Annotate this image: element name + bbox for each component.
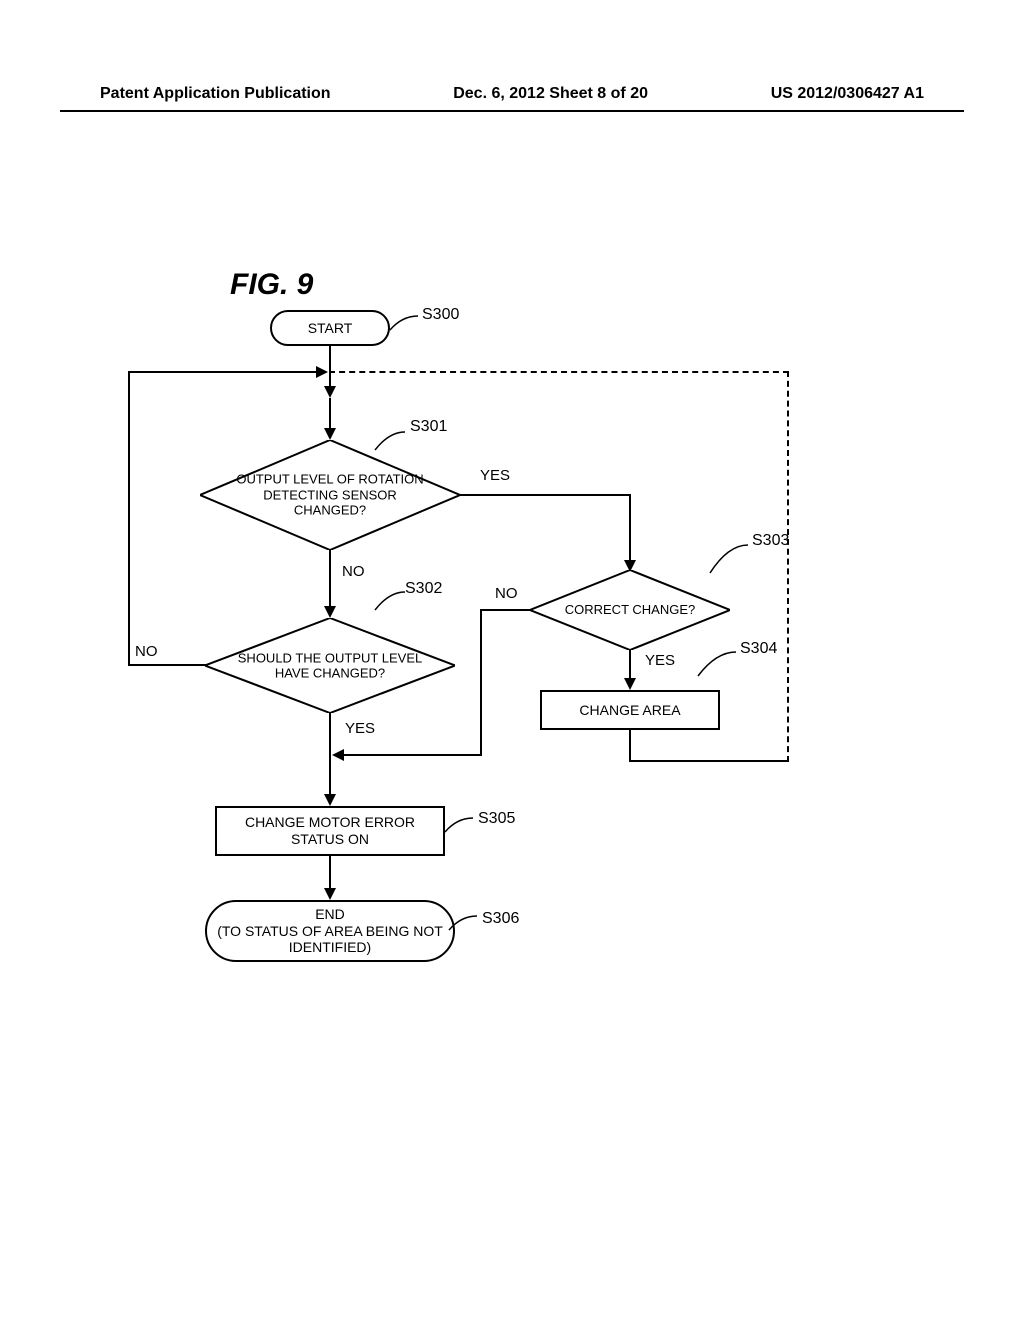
process-error-status: CHANGE MOTOR ERROR STATUS ON — [215, 806, 445, 856]
d2-yes-arrowhead — [324, 794, 336, 806]
p1-text: CHANGE AREA — [579, 702, 680, 719]
d3-no-arrowhead — [332, 749, 344, 761]
decision-output-changed: OUTPUT LEVEL OF ROTATION DETECTING SENSO… — [200, 440, 460, 550]
end-text: END (TO STATUS OF AREA BEING NOT IDENTIF… — [207, 906, 453, 956]
p2-text: CHANGE MOTOR ERROR STATUS ON — [217, 814, 443, 848]
p2-ref: S305 — [478, 810, 515, 828]
start-label: START — [308, 320, 353, 337]
p1-loop-v2 — [787, 371, 789, 762]
feedback-line-h — [329, 371, 789, 373]
page-header: Patent Application Publication Dec. 6, 2… — [0, 85, 1024, 103]
p2-end-arrowhead — [324, 888, 336, 900]
p1-loop-h — [629, 760, 789, 762]
decision-correct-change: CORRECT CHANGE? — [530, 570, 730, 650]
d2-no-h2 — [128, 371, 318, 373]
d1-yes-h — [460, 494, 630, 496]
d2-no-v — [128, 371, 130, 666]
flowchart-diagram: START S300 OUTPUT LEVEL OF ROTATION DETE… — [120, 310, 840, 1010]
d2-no-arrowhead — [316, 366, 328, 378]
p2-end-v — [329, 856, 331, 892]
header-date: Dec. 6, 2012 Sheet 8 of 20 — [453, 85, 648, 103]
arrowhead-start-join — [324, 386, 336, 398]
end-ref: S306 — [482, 910, 519, 928]
d3-no: NO — [495, 585, 518, 602]
d3-yes: YES — [645, 652, 675, 669]
d2-yes-v — [329, 713, 331, 798]
d1-no-v — [329, 550, 331, 610]
d1-no: NO — [342, 563, 365, 580]
arrow-join-d1 — [329, 398, 331, 432]
header-divider — [60, 110, 964, 112]
d1-text: OUTPUT LEVEL OF ROTATION DETECTING SENSO… — [233, 472, 428, 519]
d3-no-h — [480, 609, 532, 611]
end-node: END (TO STATUS OF AREA BEING NOT IDENTIF… — [205, 900, 455, 962]
d1-yes: YES — [480, 467, 510, 484]
d3-ref-line — [710, 545, 755, 580]
d3-no-merge — [342, 754, 482, 756]
d2-yes: YES — [345, 720, 375, 737]
p1-loop-v1 — [629, 730, 631, 760]
d1-ref-line — [375, 432, 415, 462]
arrowhead-join-d1 — [324, 428, 336, 440]
header-docnum: US 2012/0306427 A1 — [771, 85, 924, 103]
d3-no-v — [480, 609, 482, 756]
start-node: START — [270, 310, 390, 346]
p1-ref: S304 — [740, 640, 777, 658]
d2-no: NO — [135, 643, 158, 660]
d1-yes-v — [629, 494, 631, 564]
start-ref: S300 — [422, 306, 459, 324]
d1-no-arrowhead — [324, 606, 336, 618]
p1-ref-line — [698, 652, 743, 685]
d3-yes-arrowhead — [624, 678, 636, 690]
figure-title: FIG. 9 — [230, 268, 313, 302]
d2-ref: S302 — [405, 580, 442, 598]
d2-text: SHOULD THE OUTPUT LEVEL HAVE CHANGED? — [236, 650, 424, 681]
d2-no-h — [128, 664, 206, 666]
d1-ref: S301 — [410, 418, 447, 436]
arrow-start-join — [329, 346, 331, 390]
process-change-area: CHANGE AREA — [540, 690, 720, 730]
decision-should-change: SHOULD THE OUTPUT LEVEL HAVE CHANGED? — [205, 618, 455, 713]
header-pub: Patent Application Publication — [100, 85, 331, 103]
d3-text: CORRECT CHANGE? — [555, 602, 705, 618]
d3-ref: S303 — [752, 532, 789, 550]
